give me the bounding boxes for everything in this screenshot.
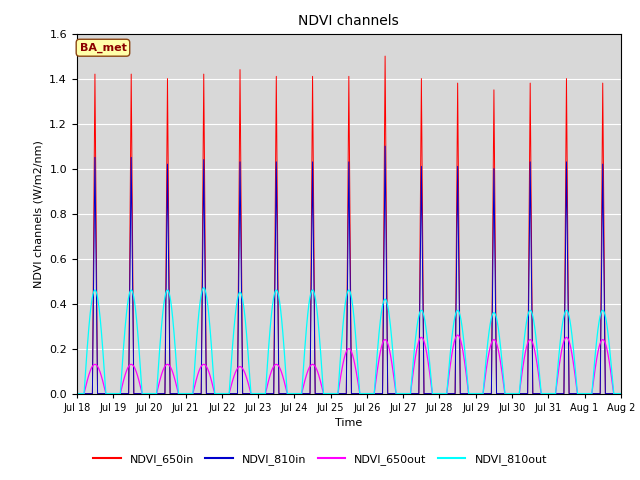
NDVI_650in: [617, 391, 625, 396]
NDVI_810in: [189, 391, 197, 396]
NDVI_810out: [276, 306, 284, 312]
NDVI_650out: [615, 391, 623, 396]
NDVI_810in: [381, 143, 389, 149]
Legend: NDVI_650in, NDVI_810in, NDVI_650out, NDVI_810out: NDVI_650in, NDVI_810in, NDVI_650out, NDV…: [89, 450, 551, 469]
NDVI_810in: [617, 391, 625, 396]
NDVI_650out: [276, 367, 284, 372]
NDVI_810out: [200, 285, 207, 291]
NDVI_810in: [73, 391, 81, 396]
NDVI_650in: [424, 391, 431, 396]
NDVI_810out: [617, 391, 625, 396]
NDVI_650out: [189, 389, 197, 395]
NDVI_810in: [615, 391, 623, 396]
NDVI_650out: [73, 391, 81, 396]
NDVI_650out: [454, 332, 461, 338]
Line: NDVI_650out: NDVI_650out: [77, 335, 621, 394]
X-axis label: Time: Time: [335, 418, 362, 428]
NDVI_810in: [424, 391, 431, 396]
NDVI_650in: [501, 391, 509, 396]
NDVI_810out: [424, 341, 431, 347]
NDVI_810in: [501, 391, 509, 396]
Line: NDVI_810in: NDVI_810in: [77, 146, 621, 394]
NDVI_810out: [184, 391, 191, 396]
Y-axis label: NDVI channels (W/m2/nm): NDVI channels (W/m2/nm): [34, 140, 44, 288]
NDVI_810out: [501, 391, 509, 396]
NDVI_650in: [189, 391, 197, 396]
Line: NDVI_810out: NDVI_810out: [77, 288, 621, 394]
NDVI_810out: [189, 386, 197, 392]
NDVI_650out: [424, 357, 431, 362]
NDVI_650out: [617, 391, 625, 396]
NDVI_650in: [276, 391, 284, 396]
NDVI_650in: [615, 391, 623, 396]
NDVI_810in: [184, 391, 191, 396]
NDVI_810out: [73, 391, 81, 396]
Text: BA_met: BA_met: [79, 43, 126, 53]
Title: NDVI channels: NDVI channels: [298, 14, 399, 28]
NDVI_810out: [615, 391, 623, 396]
Line: NDVI_650in: NDVI_650in: [77, 56, 621, 394]
NDVI_810in: [276, 391, 284, 396]
NDVI_650out: [184, 391, 191, 396]
NDVI_650in: [73, 391, 81, 396]
NDVI_650in: [381, 53, 389, 59]
NDVI_650in: [184, 391, 191, 396]
NDVI_650out: [501, 391, 509, 396]
